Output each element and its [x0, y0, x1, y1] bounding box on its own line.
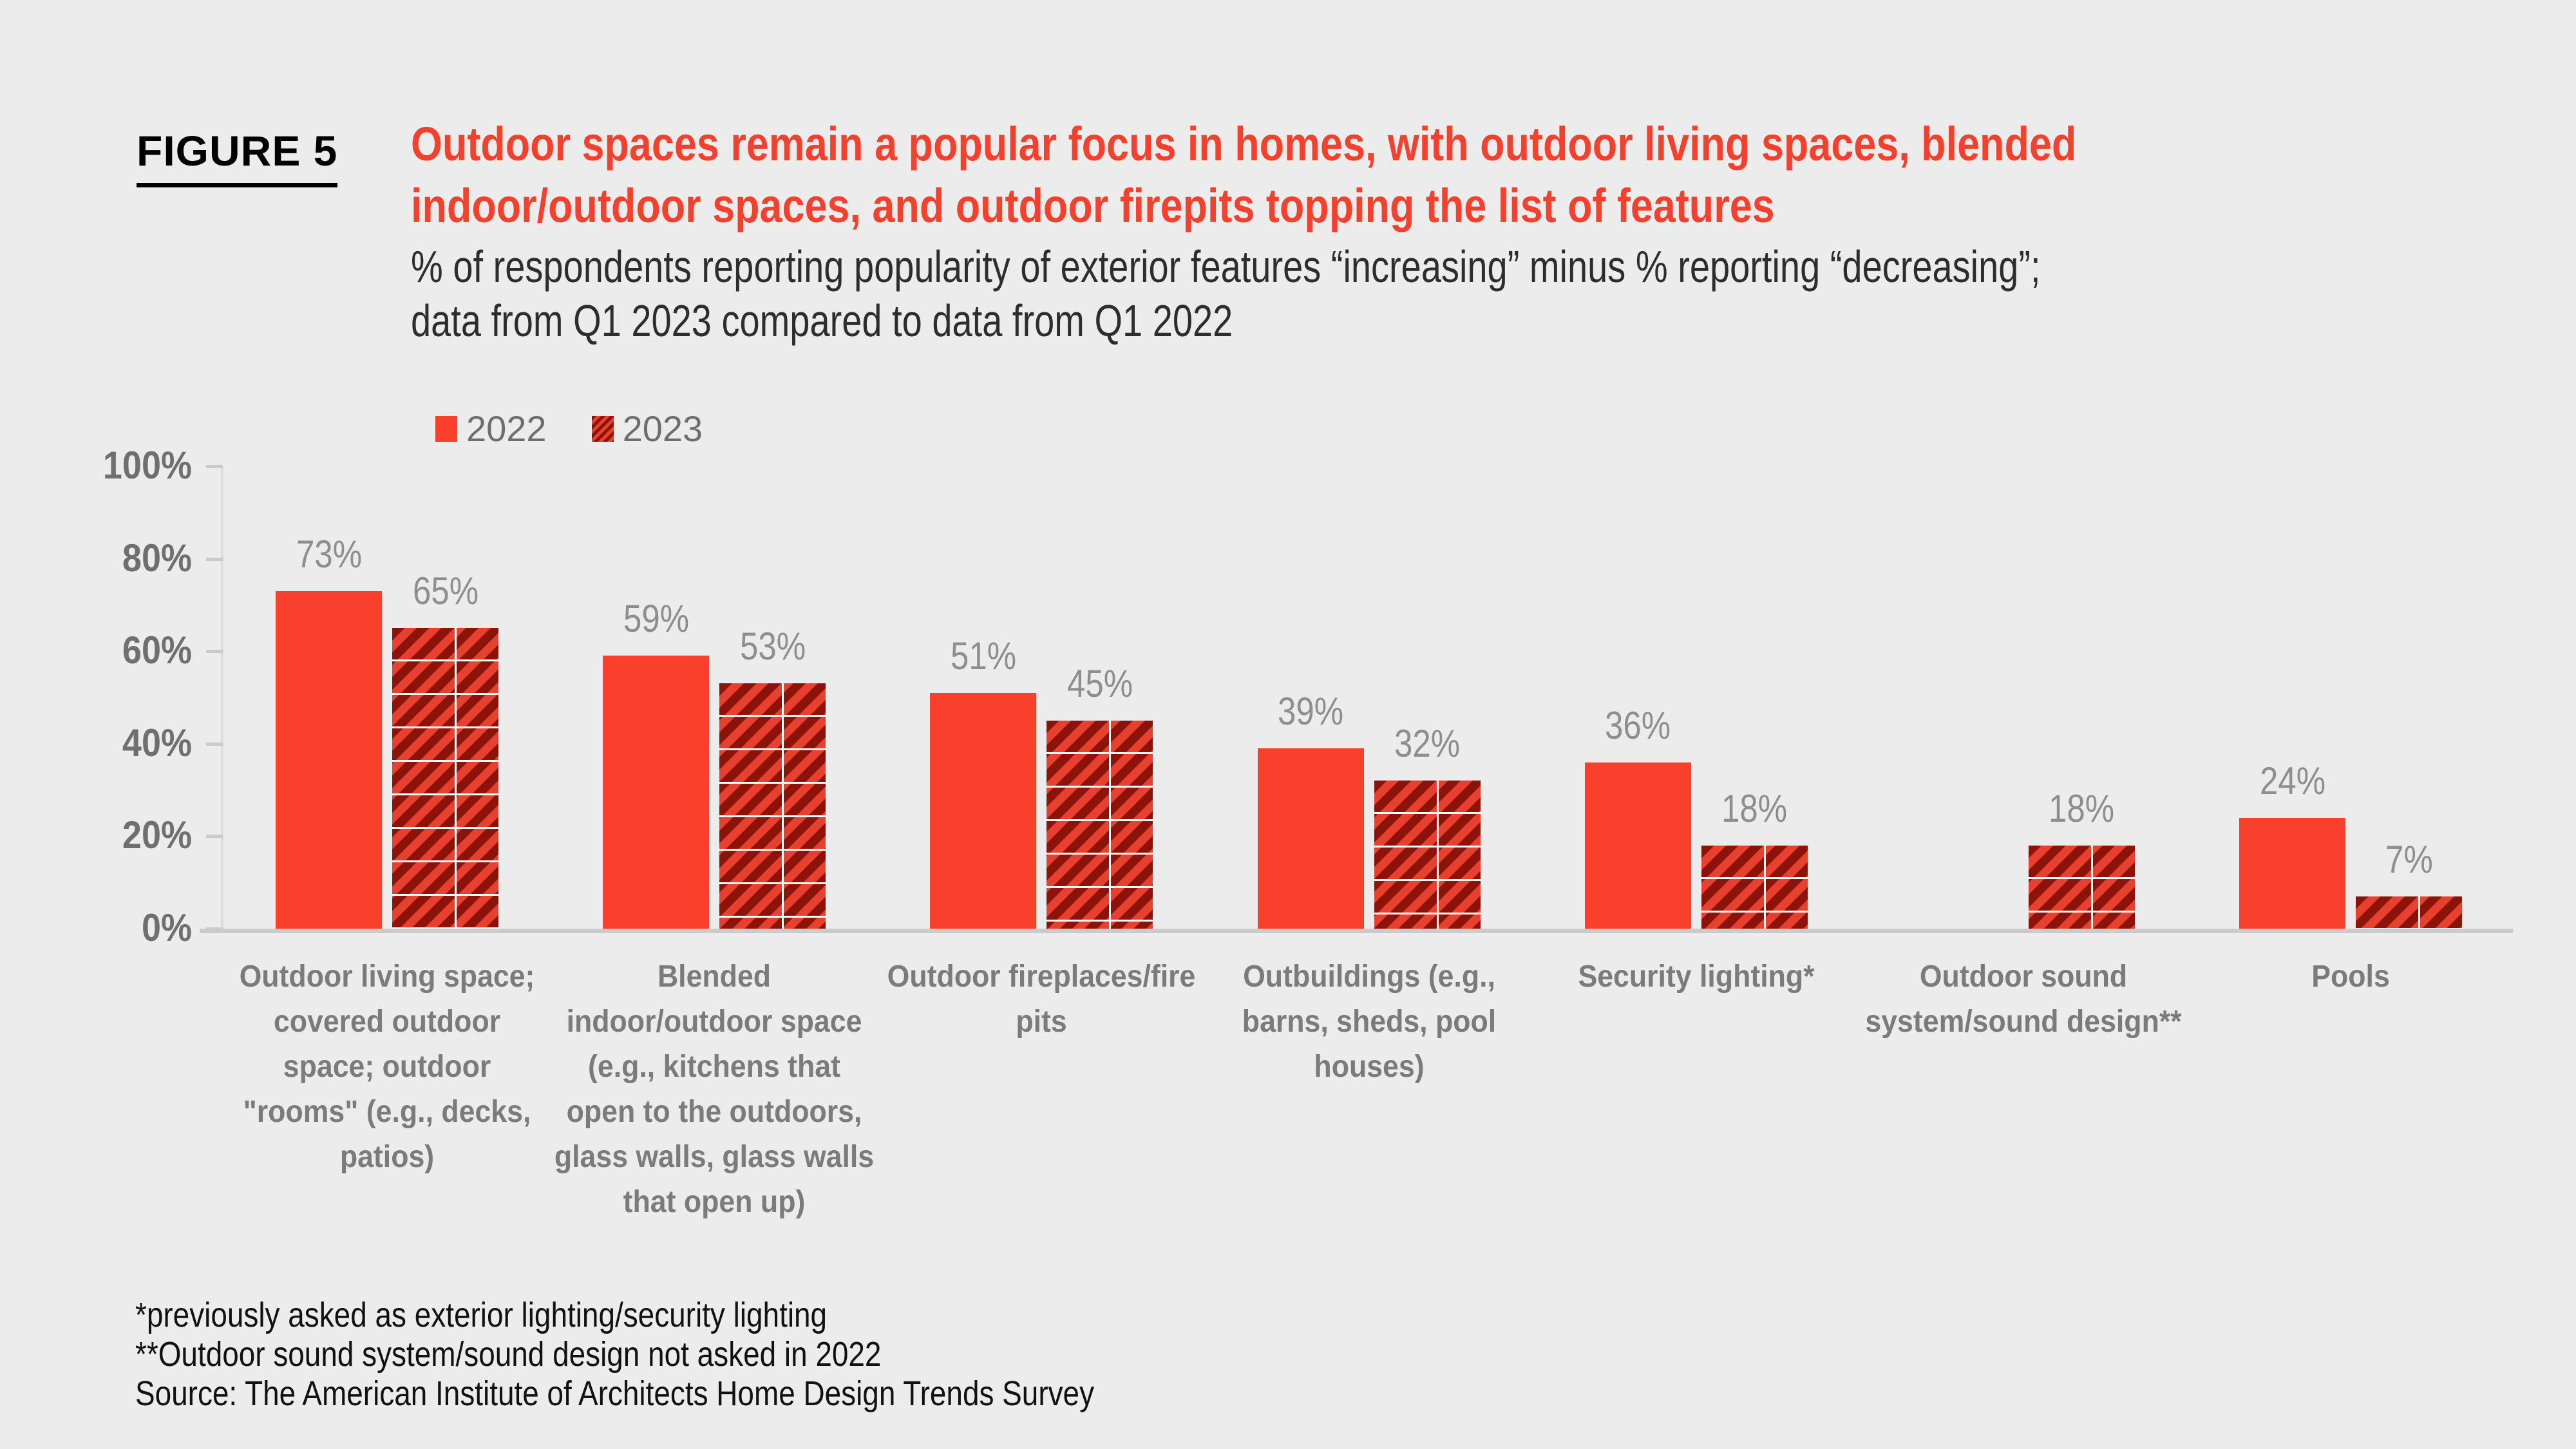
figure-title-line-2: indoor/outdoor spaces, and outdoor firep…	[411, 179, 1775, 232]
category-label-6: Outdoor sound system/sound design**	[1865, 960, 2182, 1039]
y-axis-tick-100%	[206, 465, 223, 468]
bar-2022-category-3	[930, 692, 1037, 929]
footnote-3: Source: The American Institute of Archit…	[135, 1374, 1095, 1413]
figure-subtitle: % of respondents reporting popularity of…	[411, 240, 2041, 348]
y-axis-tick-60%	[206, 650, 223, 654]
value-label-2022-category-4: 39%	[1277, 689, 1344, 733]
y-tick-label-80%: 80%	[122, 536, 192, 580]
figure-label-wrap: FIGURE 5	[137, 126, 338, 187]
value-label-2022-category-3: 51%	[950, 634, 1016, 677]
category-label-3: Outdoor fireplaces/fire pits	[887, 960, 1196, 1039]
bar-2022-category-4	[1257, 748, 1364, 929]
figure-title-line-1: Outdoor spaces remain a popular focus in…	[411, 117, 2077, 171]
y-tick-label-0%: 0%	[141, 906, 192, 949]
footnote-1: *previously asked as exterior lighting/s…	[135, 1296, 828, 1334]
footnotes: *previously asked as exterior lighting/s…	[135, 1296, 1094, 1414]
category-label-5: Security lighting*	[1578, 960, 1815, 994]
value-label-2022-category-7: 24%	[2259, 759, 2325, 802]
bar-2023-category-7	[2356, 896, 2463, 929]
bar-2023-category-1	[392, 628, 498, 929]
chart-legend: 2022 2023	[435, 411, 703, 447]
value-label-2023-category-7: 7%	[2385, 837, 2433, 881]
legend-item-2022: 2022	[435, 411, 547, 447]
category-label-7: Pools	[2311, 960, 2390, 994]
y-axis-line	[221, 466, 223, 929]
bar-2023-category-6	[2028, 845, 2135, 929]
figure-subtitle-line-1: % of respondents reporting popularity of…	[411, 242, 2041, 292]
value-label-2022-category-1: 73%	[296, 532, 362, 576]
bar-2022-category-5	[1584, 762, 1691, 929]
footnote-2: **Outdoor sound system/sound design not …	[135, 1335, 882, 1374]
value-label-2023-category-2: 53%	[739, 625, 806, 668]
bar-2023-category-4	[1374, 781, 1481, 929]
figure-title: Outdoor spaces remain a popular focus in…	[411, 113, 2076, 237]
bar-2022-category-1	[276, 591, 382, 929]
category-label-1: Outdoor living space; covered outdoor sp…	[239, 960, 535, 1174]
bar-2023-category-2	[719, 683, 826, 929]
value-label-2023-category-4: 32%	[1394, 722, 1461, 766]
value-label-2022-category-2: 59%	[623, 597, 689, 641]
figure-label: FIGURE 5	[137, 126, 338, 187]
bar-2022-category-2	[603, 656, 710, 929]
bar-2023-category-3	[1046, 720, 1153, 929]
y-axis-tick-40%	[206, 742, 223, 746]
bar-2023-category-5	[1701, 845, 1808, 929]
legend-label-2022: 2022	[466, 408, 547, 449]
y-tick-label-60%: 60%	[122, 629, 192, 672]
bar-2022-category-7	[2239, 817, 2346, 929]
legend-item-2023: 2023	[591, 408, 703, 449]
legend-swatch-2022-icon	[435, 416, 457, 442]
legend-label-2023: 2023	[622, 408, 703, 449]
y-axis-tick-20%	[206, 835, 223, 838]
category-label-2: Blended indoor/outdoor space (e.g., kitc…	[554, 960, 875, 1219]
figure-subtitle-line-2: data from Q1 2023 compared to data from …	[411, 296, 1233, 346]
y-tick-label-20%: 20%	[122, 813, 192, 857]
value-label-2023-category-6: 18%	[2049, 786, 2115, 830]
y-axis-tick-80%	[206, 557, 223, 561]
value-label-2022-category-5: 36%	[1605, 703, 1671, 747]
category-label-4: Outbuildings (e.g., barns, sheds, pool h…	[1242, 960, 1496, 1084]
value-label-2023-category-5: 18%	[1721, 786, 1788, 830]
y-tick-label-40%: 40%	[122, 721, 192, 764]
value-label-2023-category-3: 45%	[1066, 661, 1133, 705]
y-tick-label-100%: 100%	[102, 444, 192, 487]
value-label-2023-category-1: 65%	[412, 569, 478, 613]
x-axis-baseline	[200, 929, 2513, 933]
legend-swatch-2023-icon	[591, 416, 614, 442]
